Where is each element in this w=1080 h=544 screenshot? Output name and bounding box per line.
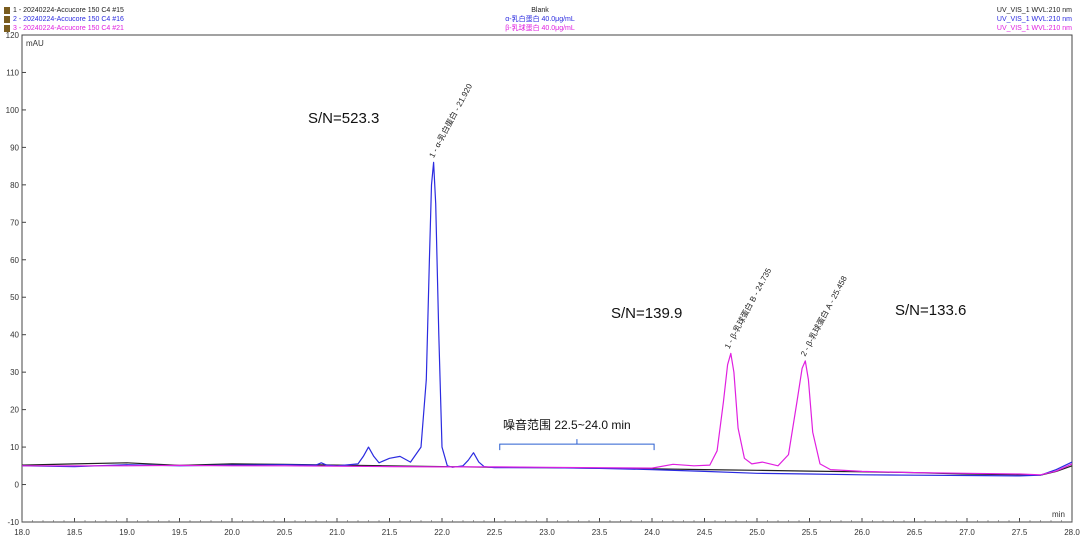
x-tick-label: 23.5	[592, 528, 608, 537]
x-tick-label: 22.0	[434, 528, 450, 537]
noise-range-label: 噪音范围 22.5~24.0 min	[503, 417, 631, 432]
chromatogram-icon	[4, 16, 10, 23]
legend-label-1: 1 - 20240224-Accucore 150 C4 #15	[13, 7, 124, 14]
y-tick-label: 100	[6, 106, 20, 115]
y-tick-label: 60	[10, 256, 19, 265]
series-line-1	[21, 462, 1073, 476]
y-tick-label: 0	[15, 481, 20, 490]
plot-frame	[21, 34, 1073, 523]
legend-label-3: 3 - 20240224-Accucore 150 C4 #21	[13, 25, 124, 32]
legend-sample-3: β-乳球蛋白 40.0μg/mL	[505, 25, 575, 32]
x-tick-label: 24.0	[644, 528, 660, 537]
x-tick-label: 27.0	[959, 528, 975, 537]
x-tick-label: 25.0	[749, 528, 765, 537]
x-axis-unit: min	[1052, 510, 1065, 519]
x-tick-label: 22.5	[487, 528, 503, 537]
peak-label-1: 1 - α-乳白蛋白 - 21.920	[427, 81, 475, 159]
x-tick-label: 20.5	[277, 528, 293, 537]
x-tick-label: 26.5	[907, 528, 923, 537]
y-tick-label: 120	[6, 31, 20, 40]
peak-label-3: 2 - β-乳球蛋白 A - 25.458	[798, 274, 849, 358]
x-tick-label: 28.0	[1064, 528, 1080, 537]
y-axis: -10 0 10 20 30 40 50 60 70 80 90 100 110 120	[6, 31, 26, 527]
x-tick-label: 26.0	[854, 528, 870, 537]
series-group	[21, 161, 1073, 477]
y-tick-label: 70	[10, 218, 19, 227]
legend-row-3: 3 - 20240224-Accucore 150 C4 #21 β-乳球蛋白 …	[0, 25, 1080, 33]
sn-label-beta-b: S/N=139.9	[611, 305, 682, 322]
x-tick-label: 19.5	[172, 528, 188, 537]
y-tick-label: 90	[10, 143, 19, 152]
chromatogram-icon	[4, 7, 10, 14]
legend-sample-2: α-乳白蛋白 40.0μg/mL	[505, 16, 575, 23]
series-line-3	[22, 352, 1073, 476]
x-tick-label: 19.0	[119, 528, 135, 537]
y-tick-label: 110	[6, 68, 19, 77]
y-tick-label: 50	[10, 293, 19, 302]
series-line-2	[21, 161, 1073, 477]
legend-channel-1: UV_VIS_1 WVL:210 nm	[996, 7, 1072, 14]
legend-row-1: 1 - 20240224-Accucore 150 C4 #15 Blank U…	[0, 7, 1080, 15]
peak-label-2: 1 - β-乳球蛋白 B - 24.735	[722, 266, 773, 351]
x-tick-label: 21.0	[329, 528, 345, 537]
sn-label-beta-a: S/N=133.6	[895, 302, 966, 319]
y-tick-label: 10	[10, 443, 19, 452]
legend-label-2: 2 - 20240224-Accucore 150 C4 #16	[13, 16, 124, 23]
x-tick-label: 25.5	[802, 528, 818, 537]
x-tick-label: 27.5	[1012, 528, 1028, 537]
sn-label-alpha: S/N=523.3	[308, 110, 379, 127]
noise-range-bracket	[499, 439, 655, 451]
x-tick-label: 18.5	[67, 528, 83, 537]
legend-channel-3: UV_VIS_1 WVL:210 nm	[996, 25, 1072, 32]
x-tick-label: 18.0	[14, 528, 30, 537]
y-tick-label: 30	[10, 368, 19, 377]
y-tick-label: 20	[10, 406, 19, 415]
chromatogram-icon	[4, 25, 10, 32]
legend-channel-2: UV_VIS_1 WVL:210 nm	[996, 16, 1072, 23]
x-axis: 18.0 18.5 19.0 19.5 20.0 20.5 21.0 21.5 22.0 22.5…	[14, 518, 1080, 537]
y-tick-label: 40	[10, 331, 19, 340]
legend-sample-1: Blank	[531, 7, 549, 14]
y-tick-label: -10	[7, 518, 19, 527]
noise-bracket	[499, 439, 655, 451]
x-tick-label: 20.0	[224, 528, 240, 537]
y-axis-unit: mAU	[26, 39, 44, 48]
x-tick-label: 24.5	[697, 528, 713, 537]
x-tick-label: 21.5	[382, 528, 398, 537]
x-tick-label: 23.0	[539, 528, 555, 537]
y-tick-label: 80	[10, 181, 19, 190]
legend-row-2: 2 - 20240224-Accucore 150 C4 #16 α-乳白蛋白 …	[0, 16, 1080, 24]
